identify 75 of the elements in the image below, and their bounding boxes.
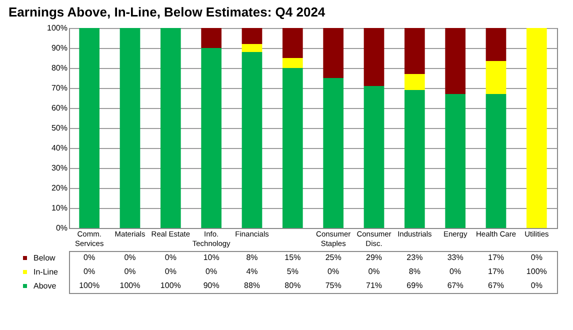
bar: [486, 61, 506, 94]
data-label: 0%: [124, 267, 136, 276]
y-tick-label: 90%: [51, 44, 68, 52]
y-tick-label: 0%: [56, 224, 68, 232]
data-label: 88%: [244, 281, 260, 290]
bar: [486, 28, 506, 61]
data-label: 15%: [284, 253, 301, 262]
bar: [201, 48, 222, 228]
data-label: 0%: [84, 267, 96, 276]
data-label: 0%: [530, 281, 542, 290]
data-label: 33%: [447, 253, 464, 262]
data-label: 80%: [284, 281, 301, 290]
data-label: 0%: [328, 267, 340, 276]
bar: [445, 28, 466, 94]
data-label: 67%: [488, 281, 504, 290]
data-label: 71%: [366, 281, 382, 290]
bar: [364, 86, 384, 228]
bar: [79, 28, 100, 228]
bar: [364, 28, 384, 86]
data-label: 67%: [447, 281, 464, 290]
data-label: 100%: [79, 281, 100, 290]
bar: [201, 28, 222, 48]
data-label: 10%: [203, 253, 220, 262]
data-label: 8%: [408, 267, 420, 276]
y-tick-label: 100%: [47, 24, 68, 32]
bar: [526, 28, 547, 228]
y-tick-label: 50%: [51, 124, 68, 132]
bar: [242, 52, 262, 228]
data-label: 69%: [406, 281, 423, 290]
data-label: 25%: [325, 253, 342, 262]
data-label: 100%: [120, 281, 140, 290]
data-label: 0%: [164, 267, 176, 276]
legend-label: Above: [34, 282, 57, 290]
data-label: 0%: [206, 267, 218, 276]
bar: [404, 74, 425, 90]
bar: [404, 90, 425, 228]
bar: [445, 94, 466, 228]
data-label: 0%: [450, 267, 462, 276]
data-label: 0%: [368, 267, 380, 276]
data-label: 0%: [84, 253, 96, 262]
data-label: 0%: [164, 253, 176, 262]
legend-label: Below: [34, 254, 56, 262]
bar: [242, 28, 262, 44]
y-tick-label: 70%: [51, 84, 68, 92]
legend-label: In-Line: [34, 268, 59, 276]
bar: [120, 28, 140, 228]
y-tick-label: 20%: [51, 184, 68, 192]
data-label: 4%: [246, 267, 258, 276]
y-tick-label: 80%: [51, 64, 68, 72]
data-label: 100%: [526, 267, 547, 276]
data-label: 17%: [488, 267, 504, 276]
y-tick-label: 30%: [51, 164, 68, 172]
chart-title: Earnings Above, In-Line, Below Estimates: Q4 2024: [8, 4, 326, 20]
bar: [486, 94, 506, 228]
y-tick-label: 60%: [51, 104, 68, 112]
y-tick-label: 10%: [51, 204, 68, 212]
bar: [323, 28, 344, 78]
data-label: 100%: [160, 281, 181, 290]
bar: [160, 28, 181, 228]
bar: [242, 44, 262, 52]
data-label: 75%: [325, 281, 342, 290]
bar: [282, 28, 303, 58]
bar: [404, 28, 425, 74]
y-tick-label: 40%: [51, 144, 68, 152]
data-label: 0%: [530, 253, 542, 262]
data-label: 0%: [124, 253, 136, 262]
data-label: 23%: [406, 253, 423, 262]
bar: [282, 68, 303, 228]
data-label: 90%: [203, 281, 220, 290]
data-label: 17%: [488, 253, 504, 262]
data-label: 5%: [286, 267, 298, 276]
bar: [323, 78, 344, 228]
data-label: 8%: [246, 253, 258, 262]
bar: [282, 58, 303, 68]
data-label: 29%: [366, 253, 382, 262]
